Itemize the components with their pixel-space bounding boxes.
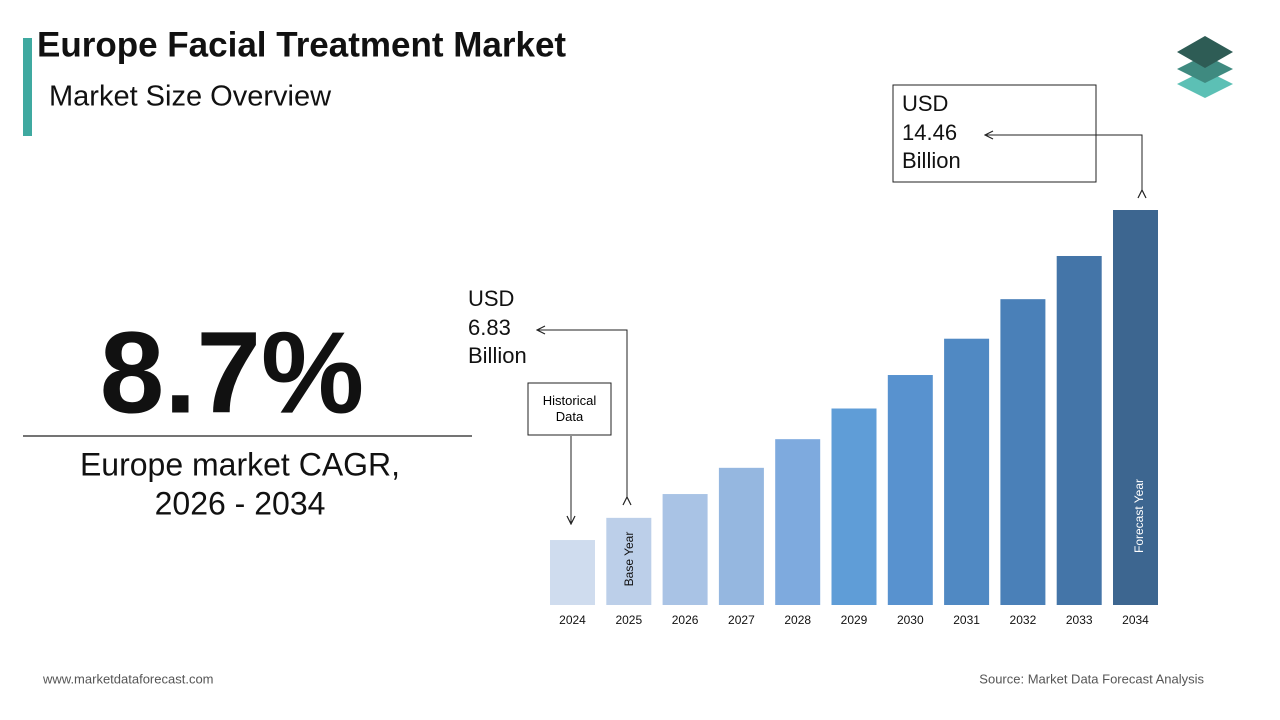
x-tick-label: 2033 — [1066, 613, 1093, 627]
x-tick-label: 2025 — [615, 613, 642, 627]
source: Source: Market Data Forecast Analysis — [979, 671, 1204, 686]
bar — [887, 375, 933, 605]
x-tick-label: 2031 — [953, 613, 980, 627]
bar — [775, 439, 821, 605]
historical-label: Historical Data — [542, 393, 597, 424]
historical-wrap: Historical Data — [542, 393, 597, 424]
x-tick-label: 2032 — [1010, 613, 1037, 627]
forecast-year-label: Forecast Year — [1132, 479, 1146, 553]
annotation-value: 14.46 — [902, 120, 957, 145]
cagr-caption: Europe market CAGR, — [80, 446, 400, 482]
annotation-arrow — [537, 330, 627, 497]
bar — [1056, 255, 1102, 605]
title: Europe Facial Treatment Market — [37, 25, 566, 64]
annotation-arrow — [985, 135, 1142, 190]
x-tick-label: 2034 — [1122, 613, 1149, 627]
base-year-label: Base Year — [622, 532, 636, 587]
website: www.marketdataforecast.com — [42, 671, 214, 686]
x-tick-label: 2024 — [559, 613, 586, 627]
annotation-prefix: USD — [902, 91, 948, 116]
bar — [550, 540, 595, 605]
bar — [662, 494, 708, 605]
bar — [606, 517, 652, 605]
bar — [831, 408, 877, 605]
cagr-value: 8.7% — [100, 308, 364, 438]
x-tick-label: 2029 — [841, 613, 868, 627]
bar — [718, 467, 764, 605]
bar — [1000, 299, 1046, 605]
logo — [1177, 36, 1233, 98]
historical-box — [527, 382, 612, 436]
accent-bar — [23, 38, 32, 136]
x-tick-label: 2026 — [672, 613, 699, 627]
bar — [944, 338, 990, 605]
bar — [1113, 210, 1158, 605]
cagr-caption: 2026 - 2034 — [155, 485, 326, 521]
x-tick-label: 2030 — [897, 613, 924, 627]
x-tick-label: 2027 — [728, 613, 755, 627]
annotation-suffix: Billion — [902, 148, 961, 173]
x-tick-label: 2028 — [784, 613, 811, 627]
subtitle: Market Size Overview — [49, 81, 332, 113]
bars: 2024 2025 2026 2027 2028 2029 2030 2031 2032 2033… — [550, 210, 1158, 627]
annotation-suffix: Billion — [468, 343, 527, 368]
annotation-value: 6.83 — [468, 315, 511, 340]
annotation-prefix: USD — [468, 286, 514, 311]
